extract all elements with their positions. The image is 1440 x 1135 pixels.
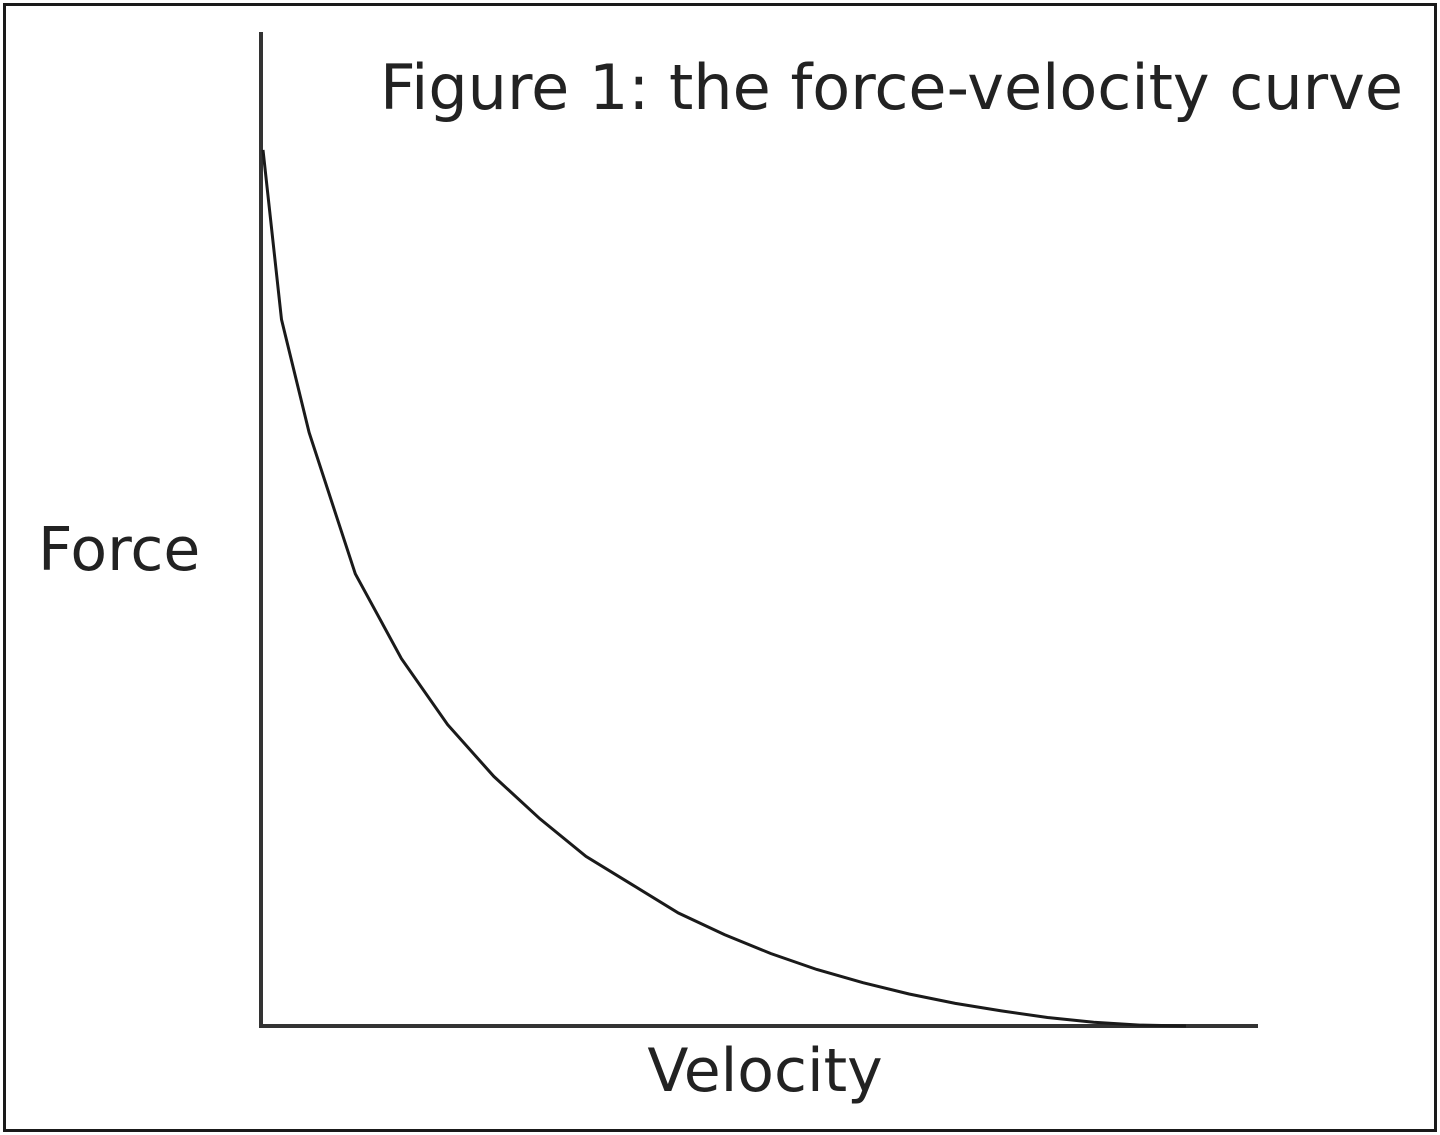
y-axis-label: Force [38,515,200,585]
x-axis-label: Velocity [647,1036,882,1106]
force-velocity-chart: Figure 1: the force-velocity curve Force… [38,32,1403,1106]
figure-frame: Figure 1: the force-velocity curve Force… [3,3,1437,1132]
chart-title: Figure 1: the force-velocity curve [380,51,1403,124]
force-velocity-curve [261,149,1187,1028]
